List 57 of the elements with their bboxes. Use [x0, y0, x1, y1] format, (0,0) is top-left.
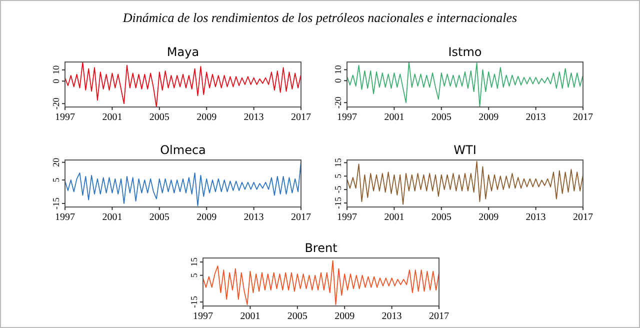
x-tick-label: 1997	[337, 212, 357, 223]
line-series	[346, 62, 584, 108]
x-tick-label: 1997	[55, 112, 75, 123]
x-tick-label: 2001	[384, 112, 404, 123]
chart-subtitle: Maya	[166, 45, 200, 59]
x-tick-label: 1997	[337, 112, 357, 123]
line-series	[346, 160, 584, 205]
y-tick-label: 10	[51, 64, 61, 74]
y-tick-label: 0	[333, 78, 343, 83]
y-tick-label: 15	[189, 257, 199, 266]
y-tick-label: -15	[333, 196, 343, 209]
y-tick-label: -20	[51, 97, 61, 110]
x-tick-label: 2005	[431, 212, 452, 223]
x-tick-label: 2013	[382, 311, 402, 322]
x-tick-label: 2017	[291, 212, 311, 223]
x-tick-label: 2009	[334, 311, 355, 322]
x-tick-label: 2001	[384, 212, 404, 223]
x-tick-label: 2013	[244, 112, 264, 123]
x-tick-label: 2017	[573, 112, 593, 123]
x-tick-label: 2017	[291, 112, 311, 123]
x-tick-label: 2005	[431, 112, 452, 123]
y-tick-label: 15	[333, 158, 343, 168]
x-tick-label: 2017	[573, 212, 593, 223]
x-tick-label: 2005	[149, 212, 170, 223]
y-tick-label: 10	[333, 64, 343, 74]
x-tick-label: 1997	[193, 311, 213, 322]
x-tick-label: 2005	[287, 311, 308, 322]
chart-title: WTI	[454, 143, 476, 157]
x-tick-label: 2009	[478, 212, 499, 223]
x-tick-label: 2013	[526, 112, 546, 123]
y-tick-label: 5	[51, 177, 61, 182]
chart-title: Istmo	[448, 45, 482, 59]
x-tick-label: 2001	[102, 212, 122, 223]
chart-title: Brent	[304, 241, 338, 255]
y-tick-label: -15	[51, 196, 61, 210]
line-series	[202, 260, 440, 306]
x-tick-label: 2009	[196, 112, 217, 123]
y-tick-label: -20	[333, 96, 343, 109]
y-tick-label: 20	[51, 157, 61, 167]
line-series	[64, 160, 302, 206]
x-tick-label: 2005	[149, 112, 170, 123]
y-tick-label: 5	[189, 272, 199, 278]
chart-title: Dinámica de los rendimientos de los petróleos nacionales e internacionales	[122, 10, 518, 25]
y-tick-label: -5	[333, 185, 343, 194]
x-tick-label: 1997	[55, 212, 75, 223]
chart-title: Olmeca	[160, 143, 206, 157]
x-tick-label: 2009	[478, 112, 499, 123]
x-tick-label: 2001	[240, 311, 260, 322]
x-tick-label: 2017	[429, 311, 449, 322]
y-tick-label: 5	[333, 173, 343, 178]
y-tick-label: -15	[189, 296, 199, 308]
x-tick-label: 2009	[196, 212, 217, 223]
x-tick-label: 2001	[102, 112, 122, 123]
line-series	[64, 62, 302, 108]
x-tick-label: 2013	[526, 212, 546, 223]
x-tick-label: 2013	[244, 212, 264, 223]
y-tick-label: 0	[51, 78, 61, 84]
